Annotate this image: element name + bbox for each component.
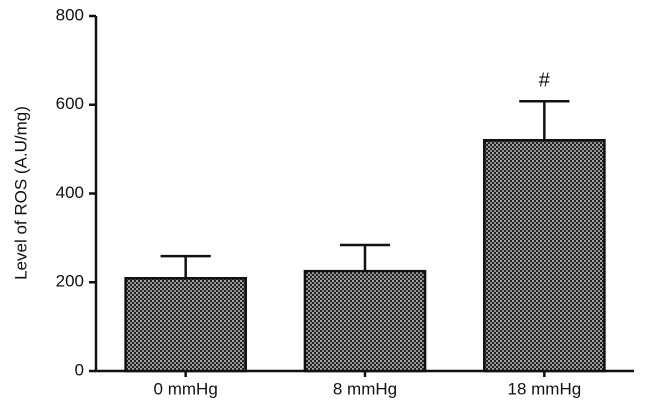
y-tick-label: 200 (56, 272, 84, 291)
y-tick-label: 600 (56, 94, 84, 113)
y-tick-label: 400 (56, 183, 84, 202)
x-tick-label: 0 mmHg (154, 379, 218, 398)
bar (124, 277, 247, 373)
annotation: # (539, 69, 551, 91)
x-tick-label: 18 mmHg (507, 379, 581, 398)
y-axis-label: Level of ROS (A.U/mg) (11, 106, 30, 280)
y-tick-label: 800 (56, 5, 84, 24)
x-tick-label: 8 mmHg (333, 379, 397, 398)
y-tick-label: 0 (75, 360, 84, 379)
bar (483, 139, 606, 373)
bar (303, 269, 427, 373)
